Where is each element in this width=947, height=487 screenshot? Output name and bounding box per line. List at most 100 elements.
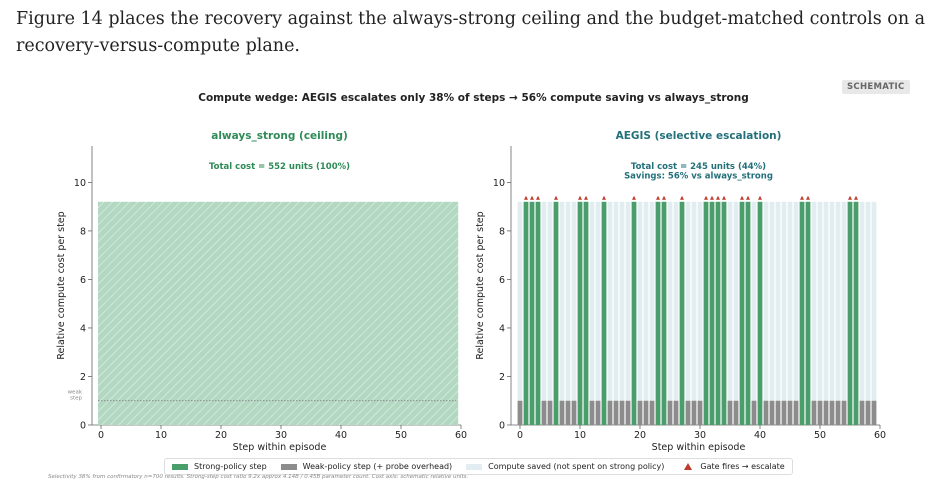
bar-weak-step — [763, 400, 769, 425]
y-tick-label: 8 — [80, 226, 86, 237]
bar-strong-step — [278, 201, 285, 425]
bar-weak-step — [643, 400, 649, 425]
x-tick-label: 50 — [395, 430, 407, 441]
bar-saved-compute — [619, 201, 625, 401]
footnote: Selectivity 38% from confirmatory n=700 … — [48, 474, 469, 480]
bar-strong-step — [242, 201, 249, 425]
bar-weak-step — [751, 400, 757, 425]
bar-weak-step — [595, 400, 601, 425]
bar-weak-step — [859, 400, 865, 425]
cost-annotation: Savings: 56% vs always_strong — [624, 172, 773, 182]
bar-strong-step — [853, 201, 859, 425]
x-tick-label: 40 — [754, 430, 766, 441]
bar-saved-compute — [649, 201, 655, 401]
bar-strong-step — [362, 201, 369, 425]
bar-strong-step — [332, 201, 339, 425]
bar-saved-compute — [517, 201, 523, 401]
bar-strong-step — [392, 201, 399, 425]
bar-saved-compute — [565, 201, 571, 401]
bar-strong-step — [272, 201, 279, 425]
bar-weak-step — [733, 400, 739, 425]
bar-weak-step — [559, 400, 565, 425]
bar-strong-step — [434, 201, 441, 425]
gate-triangle-icon — [684, 463, 693, 470]
bar-saved-compute — [559, 201, 565, 401]
x-tick-label: 40 — [335, 430, 347, 441]
bar-saved-compute — [829, 201, 835, 401]
panel-title: AEGIS (selective escalation) — [616, 130, 782, 142]
y-axis-title: Relative compute cost per step — [56, 211, 67, 359]
legend-label-saved: Compute saved (not spent on strong polic… — [488, 462, 665, 471]
bar-strong-step — [350, 201, 357, 425]
gate-marker — [584, 195, 588, 200]
bar-strong-step — [452, 201, 459, 425]
bar-strong-step — [715, 201, 721, 425]
gate-marker — [524, 195, 528, 200]
x-tick-label: 10 — [155, 430, 167, 441]
cost-annotation: Total cost = 245 units (44%) — [631, 162, 766, 172]
bar-strong-step — [428, 201, 435, 425]
x-tick-label: 50 — [814, 430, 826, 441]
gate-marker — [632, 195, 636, 200]
bar-strong-step — [655, 201, 661, 425]
bar-saved-compute — [607, 201, 613, 401]
bar-weak-step — [619, 400, 625, 425]
bar-saved-compute — [781, 201, 787, 401]
x-axis-title: Step within episode — [652, 442, 746, 453]
bar-saved-compute — [643, 201, 649, 401]
bar-saved-compute — [571, 201, 577, 401]
bar-saved-compute — [763, 201, 769, 401]
bar-saved-compute — [547, 201, 553, 401]
bar-saved-compute — [541, 201, 547, 401]
bar-weak-step — [673, 400, 679, 425]
gate-marker — [554, 195, 558, 200]
y-tick-label: 10 — [74, 178, 86, 189]
gate-marker — [710, 195, 714, 200]
bar-strong-step — [446, 201, 453, 425]
bar-weak-step — [871, 400, 877, 425]
bar-strong-step — [164, 201, 171, 425]
bar-saved-compute — [769, 201, 775, 401]
bar-strong-step — [380, 201, 387, 425]
legend-item-weak: Weak-policy step (+ probe overhead) — [280, 462, 452, 471]
intro-paragraph: Figure 14 places the recovery against th… — [16, 9, 926, 56]
bar-strong-step — [422, 201, 429, 425]
weak-step-label: weak — [68, 390, 83, 396]
bar-strong-step — [110, 201, 117, 425]
bar-strong-step — [200, 201, 207, 425]
bar-strong-step — [206, 201, 213, 425]
schematic-badge: SCHEMATIC — [842, 80, 910, 94]
bar-saved-compute — [859, 201, 865, 401]
cost-annotation: Total cost = 552 units (100%) — [209, 162, 350, 172]
gate-marker — [800, 195, 804, 200]
bar-strong-step — [188, 201, 195, 425]
bar-strong-step — [601, 201, 607, 425]
bar-weak-step — [865, 400, 871, 425]
gate-marker — [602, 195, 606, 200]
bar-strong-step — [709, 201, 715, 425]
gate-marker — [848, 195, 852, 200]
panel-aegis: 0 2 4 6 8 10 0 10 20 30 40 50 60 Step within episode R… — [475, 130, 886, 453]
bar-strong-step — [583, 201, 589, 425]
y-tick-label: 2 — [80, 372, 86, 383]
bar-strong-step — [314, 201, 321, 425]
x-tick-label: 30 — [275, 430, 287, 441]
bar-strong-step — [703, 201, 709, 425]
y-tick-label: 2 — [499, 372, 505, 383]
legend-swatch-weak — [280, 463, 297, 470]
x-tick-label: 20 — [634, 430, 646, 441]
bar-weak-step — [517, 400, 523, 425]
bar-strong-step — [140, 201, 147, 425]
bar-weak-step — [625, 400, 631, 425]
bar-weak-step — [607, 400, 613, 425]
bar-strong-step — [128, 201, 135, 425]
figure-suptitle: Compute wedge: AEGIS escalates only 38% … — [198, 92, 749, 104]
bar-strong-step — [799, 201, 805, 425]
y-tick-label: 6 — [80, 275, 86, 286]
bar-saved-compute — [865, 201, 871, 401]
bar-weak-step — [637, 400, 643, 425]
bar-strong-step — [176, 201, 183, 425]
legend-label-strong: Strong-policy step — [194, 462, 267, 471]
